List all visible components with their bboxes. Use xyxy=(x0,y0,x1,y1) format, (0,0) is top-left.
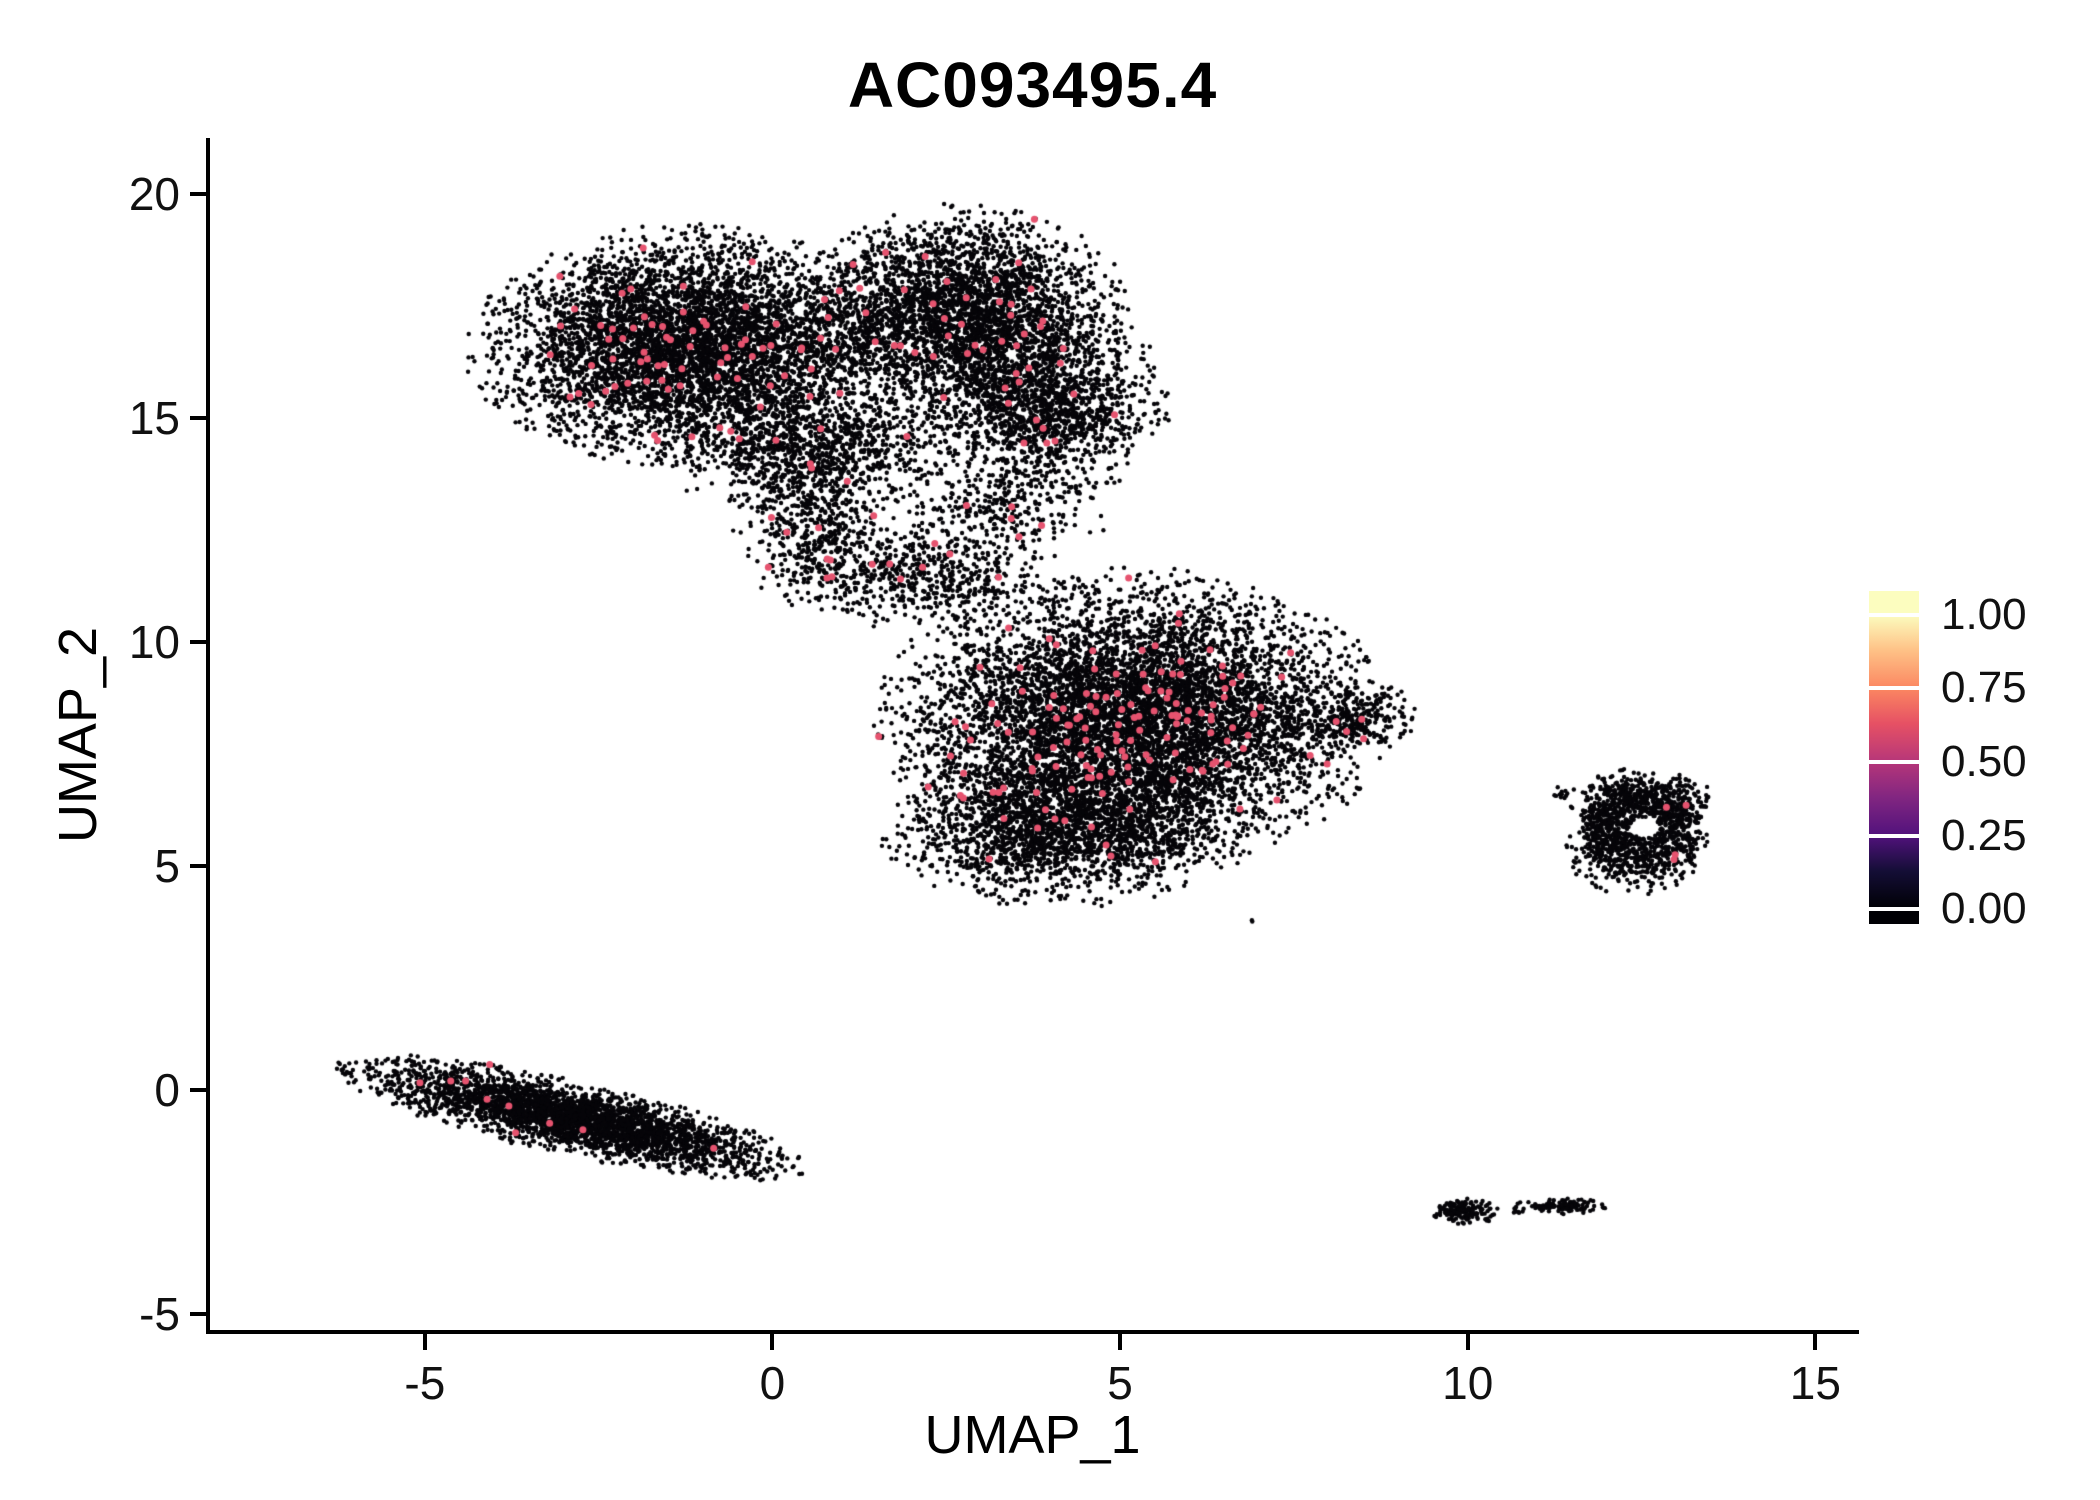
colorbar-gradient xyxy=(1869,591,1919,924)
x-axis-label: UMAP_1 xyxy=(924,1405,1141,1465)
y-tick-mark xyxy=(190,640,206,645)
y-tick-label: 10 xyxy=(128,616,180,669)
x-tick-label: 10 xyxy=(1442,1357,1494,1409)
colorbar-tick-label: 0.50 xyxy=(1941,736,2027,786)
x-tick-mark xyxy=(1465,1334,1470,1350)
y-tick-label: 20 xyxy=(128,168,180,221)
y-tick-mark xyxy=(190,416,206,421)
plot-panel xyxy=(210,140,1855,1330)
x-tick-label: 15 xyxy=(1789,1357,1841,1409)
x-tick-mark xyxy=(422,1334,427,1350)
colorbar-tick-mark xyxy=(1869,907,1919,912)
colorbar-legend: 1.00 0.75 0.50 0.25 0.00 xyxy=(1869,589,2100,933)
y-axis-line xyxy=(206,138,210,1334)
y-tick-label: -5 xyxy=(139,1287,180,1340)
scatter-canvas xyxy=(210,140,1855,1330)
colorbar-tick-mark xyxy=(1869,612,1919,617)
colorbar-tick-mark xyxy=(1869,686,1919,691)
colorbar-tick-label: 0.00 xyxy=(1941,884,2027,934)
x-tick-mark xyxy=(1118,1334,1123,1350)
x-tick-label: -5 xyxy=(404,1357,446,1409)
x-tick-mark xyxy=(770,1334,775,1350)
y-tick-mark xyxy=(190,1311,206,1316)
colorbar-tick-label: 1.00 xyxy=(1941,589,2027,639)
colorbar-tick-label: 0.75 xyxy=(1941,663,2027,713)
colorbar-tick-mark xyxy=(1869,759,1919,764)
y-tick-mark xyxy=(190,1087,206,1092)
y-tick-label: 5 xyxy=(154,840,180,892)
y-tick-label: 0 xyxy=(154,1063,180,1116)
y-tick-mark xyxy=(190,864,206,868)
plot-title: AC093495.4 xyxy=(847,49,1218,121)
x-tick-label: 0 xyxy=(759,1357,786,1409)
x-tick-mark xyxy=(1813,1334,1818,1350)
y-tick-mark xyxy=(190,192,206,197)
y-tick-label: 15 xyxy=(128,392,180,445)
x-tick-label: 5 xyxy=(1107,1357,1133,1409)
colorbar-tick-label: 0.25 xyxy=(1941,810,2027,860)
colorbar-tick-mark xyxy=(1869,833,1919,838)
x-axis-line xyxy=(206,1330,1859,1334)
